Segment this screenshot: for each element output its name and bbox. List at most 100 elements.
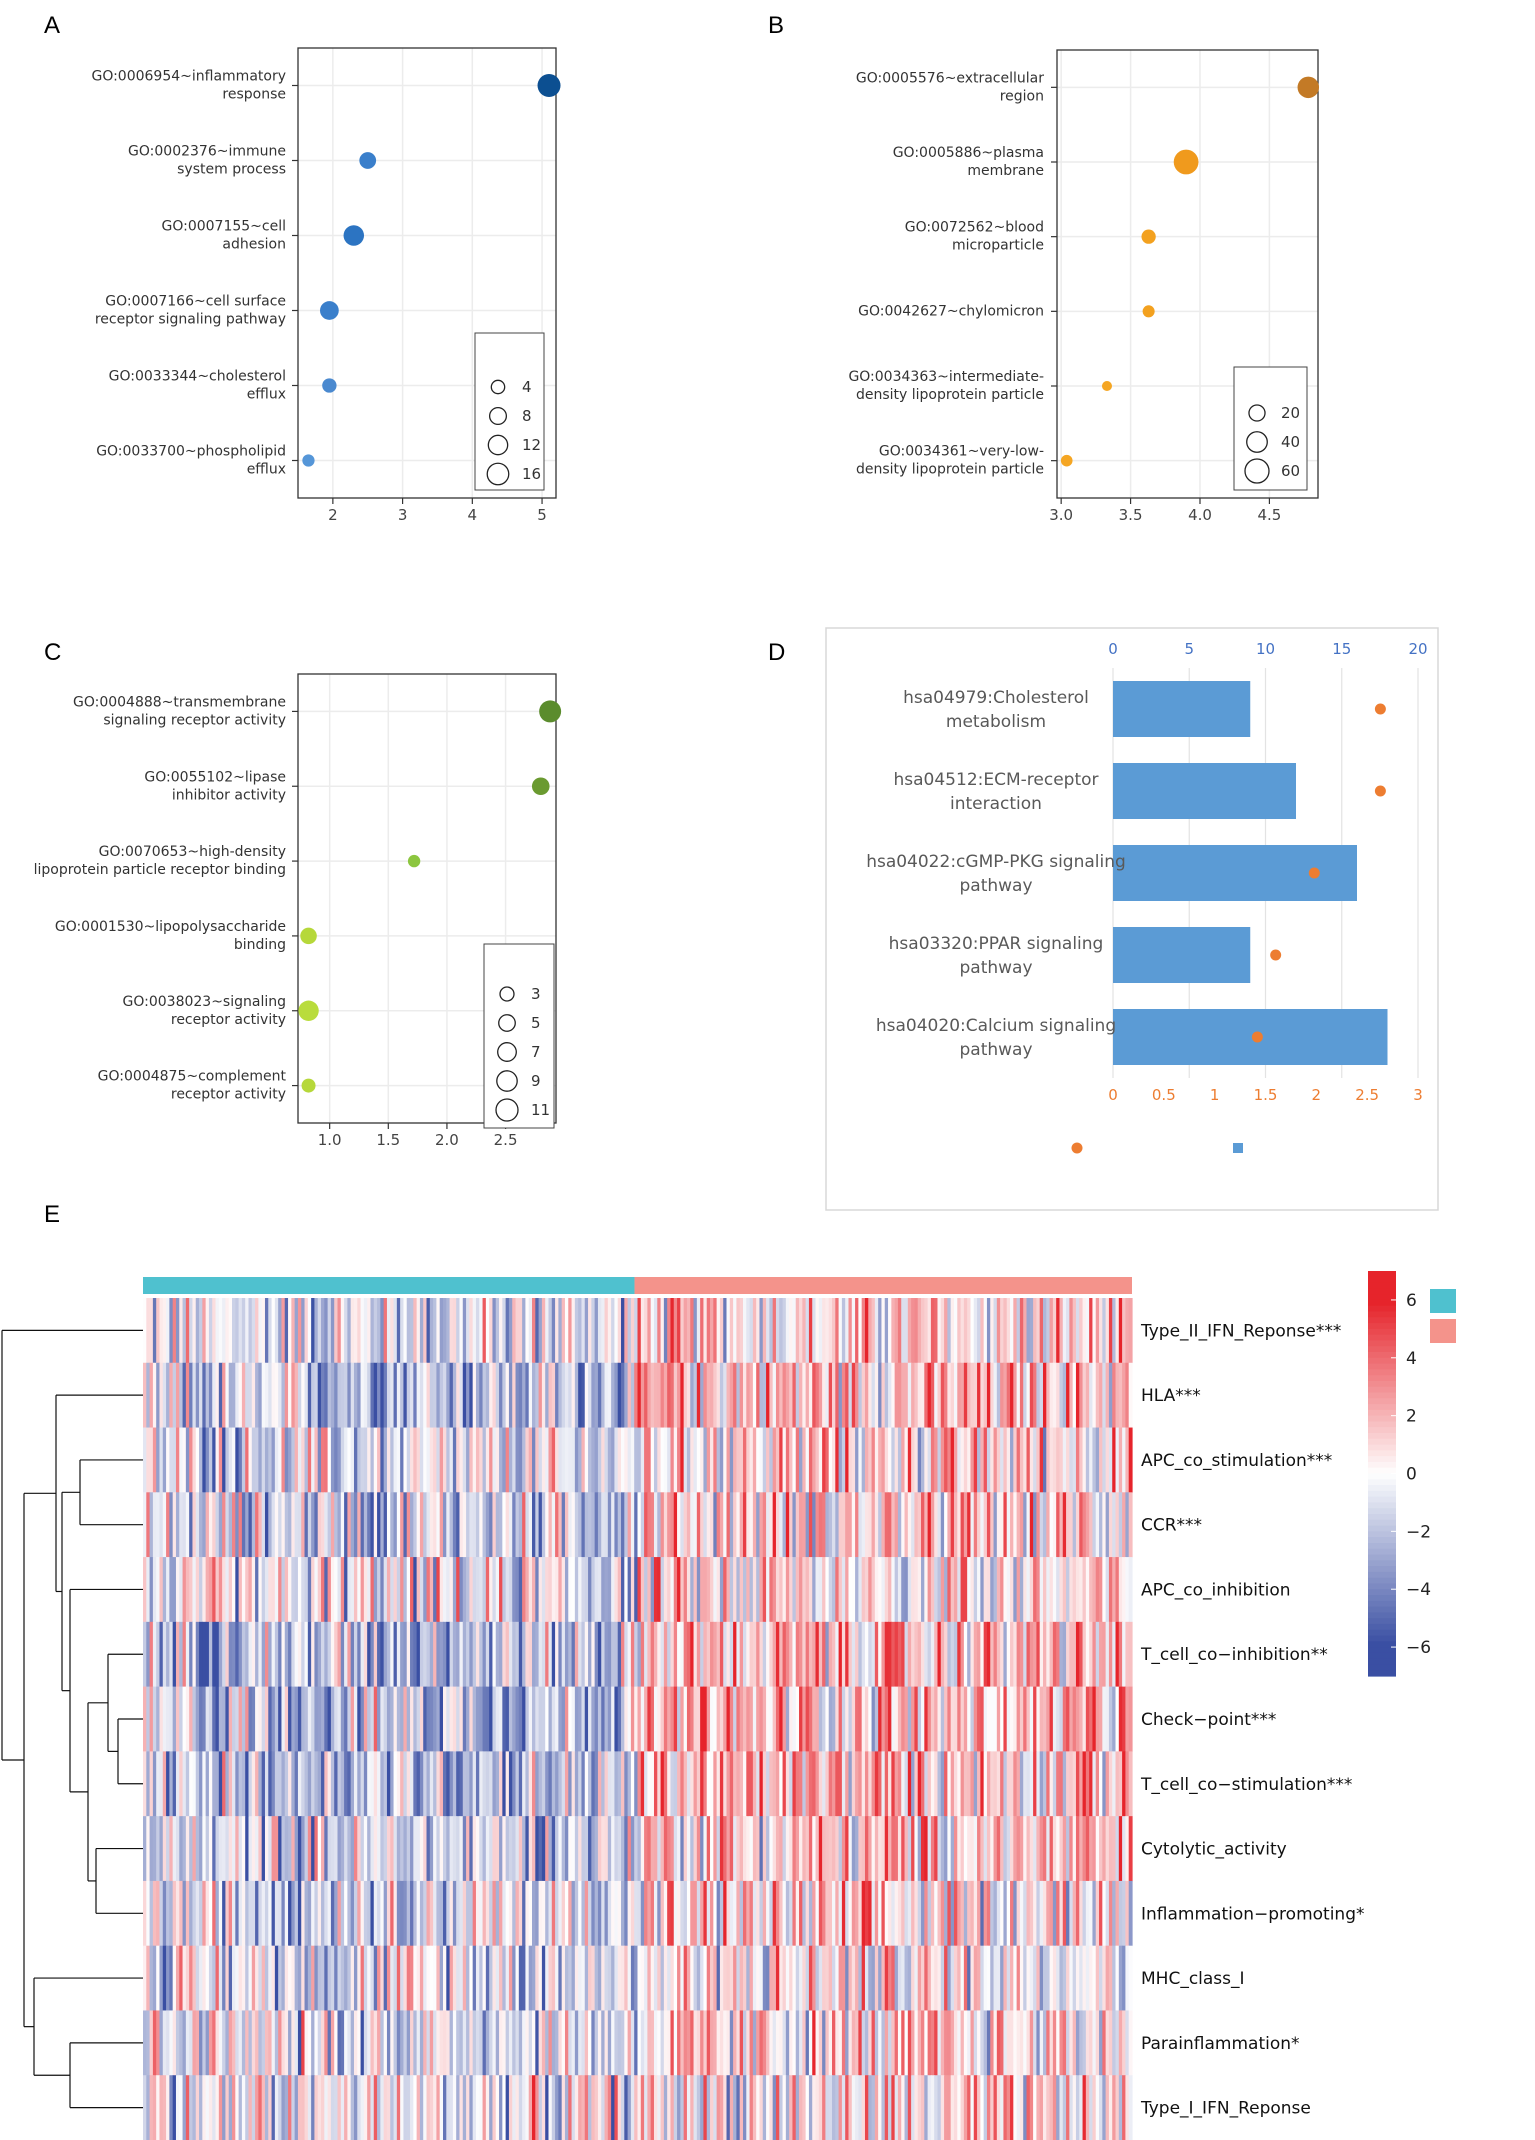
heatmap-cell xyxy=(228,1880,233,1947)
heatmap-cell xyxy=(396,1621,401,1688)
heatmap-cell xyxy=(212,1427,217,1493)
heatmap-cell xyxy=(1056,1880,1061,1947)
heatmap-cell xyxy=(1092,1880,1097,1947)
heatmap-cell xyxy=(772,2075,777,2140)
heatmap-cell xyxy=(980,1362,985,1429)
heatmap-cell xyxy=(403,2010,408,2076)
heatmap-cell xyxy=(571,1492,576,1558)
heatmap-cell xyxy=(1108,1945,1113,2011)
heatmap-cell xyxy=(1062,1945,1067,2011)
heatmap-cell xyxy=(736,1880,741,1947)
heatmap-cell xyxy=(637,1298,642,1364)
heatmap-cell xyxy=(947,1492,952,1558)
heatmap-cell xyxy=(413,1621,418,1688)
heatmap-cell xyxy=(185,1945,190,2011)
heatmap-cell xyxy=(792,1880,797,1947)
heatmap-cell xyxy=(677,1945,681,2011)
heatmap-cell xyxy=(396,1816,401,1882)
heatmap-cell xyxy=(1112,1816,1117,1882)
heatmap-cell xyxy=(1023,1362,1028,1429)
heatmap-cell xyxy=(241,1492,246,1558)
heatmap-cell xyxy=(433,1492,438,1558)
heatmap-cell xyxy=(775,1686,780,1752)
heatmap-cell xyxy=(775,1621,780,1688)
heatmap-cell xyxy=(775,1298,780,1364)
heatmap-cell xyxy=(449,2010,454,2076)
heatmap-cell xyxy=(251,1880,256,1947)
heatmap-cell xyxy=(271,1362,276,1429)
heatmap-cell xyxy=(1029,1621,1034,1688)
cc-legend-label: 40 xyxy=(1281,433,1300,451)
heatmap-cell xyxy=(1102,1492,1107,1558)
heatmap-cell xyxy=(884,1816,889,1882)
heatmap-cell xyxy=(1026,1362,1031,1429)
heatmap-cell xyxy=(1062,1686,1067,1752)
heatmap-cell xyxy=(1000,1427,1005,1493)
heatmap-cell xyxy=(1092,1686,1097,1752)
heatmap-cell xyxy=(822,2010,827,2076)
heatmap-cell xyxy=(479,2010,484,2076)
heatmap-cell xyxy=(953,1362,958,1429)
heatmap-cell xyxy=(179,2010,184,2076)
heatmap-cell xyxy=(390,1298,395,1364)
heatmap-cell xyxy=(1082,1557,1087,1623)
heatmap-cell xyxy=(512,1880,517,1947)
heatmap-cell xyxy=(584,1621,589,1688)
heatmap-cell xyxy=(1016,1298,1021,1364)
heatmap-cell xyxy=(663,1945,668,2011)
heatmap-cell xyxy=(222,1880,227,1947)
heatmap-cell xyxy=(321,1816,325,1882)
heatmap-cell xyxy=(888,1816,892,1882)
heatmap-cell xyxy=(383,1492,388,1558)
heatmap-cell xyxy=(1003,1945,1008,2011)
heatmap-cell xyxy=(1046,1751,1051,1817)
heatmap-cell xyxy=(419,1557,424,1623)
heatmap-cell xyxy=(703,1362,708,1429)
heatmap-cell xyxy=(505,1686,510,1752)
heatmap-cell xyxy=(1059,1427,1064,1493)
colorbar-segment xyxy=(1368,1618,1396,1625)
heatmap-cell xyxy=(353,1492,358,1558)
heatmap-cell xyxy=(532,1362,536,1429)
heatmap-cell xyxy=(864,1362,869,1429)
colorbar-segment xyxy=(1368,1554,1396,1561)
cc-dot xyxy=(1173,149,1199,175)
heatmap-cell xyxy=(805,1880,810,1947)
heatmap-cell xyxy=(393,2075,398,2140)
heatmap-cell xyxy=(960,1880,965,1947)
cc-dot xyxy=(1101,380,1113,392)
heatmap-cell xyxy=(357,2010,362,2076)
heatmap-cell xyxy=(307,1621,312,1688)
heatmap-cell xyxy=(1036,1945,1041,2011)
heatmap-cell xyxy=(370,1945,375,2011)
heatmap-cell xyxy=(377,2075,381,2140)
kegg-top-axis-label: 20 xyxy=(1408,640,1427,658)
heatmap-cell xyxy=(555,1945,559,2011)
heatmap-cell xyxy=(195,1880,200,1947)
heatmap-cell xyxy=(779,1362,784,1429)
heatmap-cell xyxy=(944,1816,948,1882)
heatmap-cell xyxy=(423,1816,428,1882)
heatmap-cell xyxy=(789,2010,794,2076)
heatmap-cell xyxy=(779,1816,784,1882)
cc-legend-dot xyxy=(1244,458,1270,484)
heatmap-cell xyxy=(617,1816,622,1882)
heatmap-cell xyxy=(538,1945,543,2011)
heatmap-cell xyxy=(851,1880,856,1947)
heatmap-cell xyxy=(419,1880,424,1947)
heatmap-cell xyxy=(218,1751,223,1817)
heatmap-cell xyxy=(911,1751,916,1817)
heatmap-cell xyxy=(179,1880,184,1947)
heatmap-cell xyxy=(953,2075,958,2140)
heatmap-cell xyxy=(311,1686,316,1752)
heatmap-cell xyxy=(370,2075,375,2140)
heatmap-cell xyxy=(294,1362,299,1429)
heatmap-cell xyxy=(868,1880,873,1947)
heatmap-cell xyxy=(261,1880,266,1947)
heatmap-cell xyxy=(218,1945,223,2011)
heatmap-cell xyxy=(736,1621,741,1688)
heatmap-cell xyxy=(828,1621,833,1688)
heatmap-cell xyxy=(436,1557,441,1623)
heatmap-cell xyxy=(436,1816,441,1882)
heatmap-cell xyxy=(930,1298,935,1364)
